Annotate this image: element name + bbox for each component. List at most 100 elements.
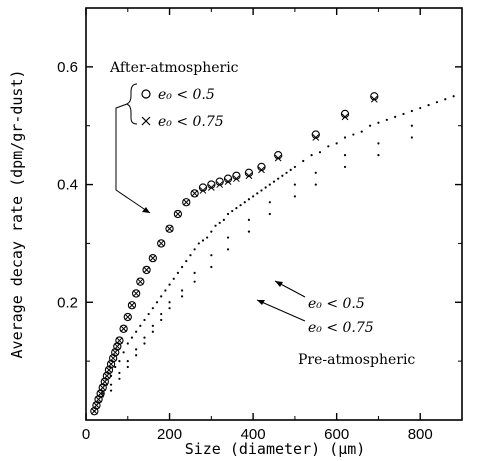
point-dot	[126, 360, 129, 363]
point-dot	[281, 174, 284, 177]
x-tick-label-2: 400	[241, 426, 266, 443]
tick-marks	[85, 8, 462, 420]
point-dot	[226, 236, 230, 239]
point-dot	[214, 224, 217, 227]
tick-labels: 0 200 400 600 800 0.2 0.4 0.6	[57, 59, 433, 443]
point-cross	[143, 266, 150, 274]
point-dot	[394, 115, 397, 118]
point-dot	[264, 186, 267, 189]
point-dot	[310, 154, 313, 157]
x-tick-label-3: 600	[324, 426, 349, 443]
point-dot	[114, 365, 117, 369]
point-dot	[180, 265, 184, 269]
point-dot	[201, 239, 205, 242]
point-cross	[199, 187, 207, 194]
point-cross	[258, 166, 265, 174]
point-dot	[151, 324, 154, 327]
point-dot	[109, 389, 113, 392]
point-circle	[123, 312, 132, 322]
point-cross	[136, 278, 144, 286]
point-circle	[131, 289, 141, 298]
point-cross	[124, 313, 132, 321]
point-dot	[160, 295, 163, 298]
point-circle	[142, 265, 151, 275]
pre-item-05: e₀ < 0.5	[308, 296, 365, 312]
point-cross	[341, 113, 349, 121]
point-dot	[143, 336, 146, 339]
point-dot	[226, 212, 230, 216]
point-dot	[385, 118, 388, 121]
point-dot	[206, 236, 209, 239]
pre-arrow-05-head	[275, 281, 283, 287]
point-dot	[427, 104, 430, 107]
point-circle	[173, 209, 183, 219]
point-dot	[210, 254, 213, 257]
x-axis-label: Size (diameter) (μm)	[185, 440, 366, 458]
point-dot	[260, 189, 263, 192]
point-cross	[111, 348, 119, 356]
y-axis-label: Average decay rate (dpm/gr-dust)	[8, 70, 26, 359]
point-dot	[180, 289, 184, 292]
point-dot	[222, 218, 225, 221]
point-dot	[176, 271, 180, 274]
point-dot	[143, 318, 146, 322]
point-cross	[157, 240, 165, 247]
point-circle	[190, 189, 199, 198]
point-cross	[216, 181, 224, 188]
point-dot	[247, 230, 251, 233]
point-dot	[268, 212, 271, 216]
point-cross	[109, 354, 117, 362]
point-dot	[268, 201, 271, 204]
point-dot	[335, 142, 338, 145]
point-cross	[312, 134, 320, 141]
point-dot	[402, 112, 405, 116]
point-dot	[377, 121, 380, 124]
point-cross	[132, 290, 140, 297]
point-cross	[120, 325, 127, 333]
point-dot	[118, 360, 121, 363]
point-cross	[103, 372, 111, 380]
point-dot	[293, 165, 296, 169]
point-dot	[168, 283, 171, 286]
point-dot	[101, 395, 104, 398]
series-1	[91, 95, 378, 415]
legend-title: After-atmospheric	[109, 60, 239, 76]
point-dot	[360, 130, 363, 133]
point-cross	[245, 172, 253, 180]
point-dot	[435, 101, 439, 104]
point-dot	[410, 136, 413, 139]
point-dot	[343, 165, 347, 169]
point-dot	[151, 330, 154, 333]
point-cross	[116, 337, 123, 344]
point-dot	[302, 159, 305, 163]
point-cross	[174, 210, 182, 218]
series-2	[93, 95, 455, 413]
point-dot	[243, 201, 246, 204]
point-dot	[93, 410, 96, 413]
point-dot	[130, 336, 134, 339]
x-tick-label-1: 200	[157, 426, 182, 443]
point-dot	[139, 324, 142, 327]
after-callout-line	[115, 103, 151, 214]
point-cross	[191, 190, 198, 197]
point-cross	[224, 178, 232, 185]
point-dot	[368, 124, 372, 127]
point-dot	[143, 342, 146, 345]
point-dot	[126, 342, 129, 345]
point-dot	[277, 177, 280, 180]
legend-item-circle: e₀ < 0.5	[158, 87, 215, 103]
point-dot	[135, 348, 138, 351]
point-dot	[289, 168, 292, 171]
point-dot	[343, 154, 347, 157]
point-dot	[109, 383, 113, 386]
point-dot	[193, 280, 196, 283]
point-dot	[314, 183, 317, 186]
point-dot	[109, 374, 113, 377]
point-dot	[410, 109, 413, 113]
point-dot	[172, 277, 175, 280]
point-dot	[252, 195, 255, 198]
x-tick-label-4: 800	[408, 426, 433, 443]
point-cross	[128, 301, 136, 309]
y-tick-label-2: 0.6	[57, 59, 78, 76]
point-dot	[168, 307, 171, 310]
